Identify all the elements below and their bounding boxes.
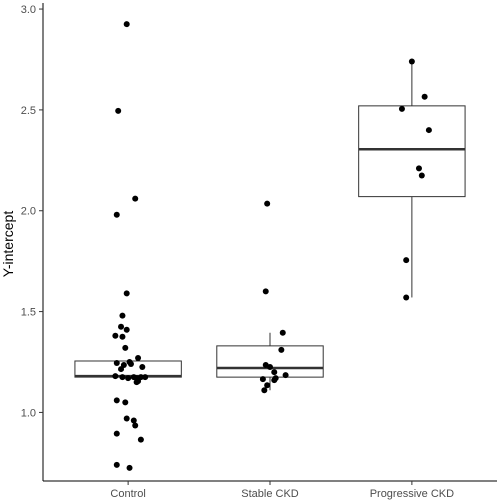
y-tick-label: 1.5 (21, 307, 36, 319)
point-control (119, 333, 126, 340)
point-control (126, 464, 133, 471)
axes-layer: 1.0 1.5 2.0 2.5 3.0 Control Stable CKD Progress… (21, 3, 497, 500)
y-tick-label: 2.5 (21, 105, 36, 117)
point-progressive-ckd (421, 93, 428, 100)
point-control (123, 415, 130, 422)
x-tick-label: Control (110, 488, 145, 500)
point-stable-ckd (267, 364, 273, 371)
y-axis-title: Y-intercept (0, 211, 16, 278)
point-control (113, 397, 120, 404)
point-progressive-ckd (415, 165, 422, 172)
point-control (113, 360, 120, 367)
point-control (122, 344, 129, 351)
point-stable-ckd (262, 288, 269, 295)
point-control (125, 375, 132, 382)
point-progressive-ckd (398, 105, 405, 112)
y-tick-label: 1.0 (21, 407, 36, 419)
point-control (135, 354, 142, 361)
y-tick-label: 2.0 (21, 206, 36, 218)
point-stable-ckd (271, 369, 278, 376)
points-layer (112, 21, 432, 471)
point-stable-ckd (279, 329, 286, 336)
point-control (123, 326, 130, 333)
point-control (115, 107, 122, 114)
point-stable-ckd (264, 382, 271, 389)
point-control (122, 399, 129, 406)
point-control (123, 290, 130, 297)
point-stable-ckd (264, 200, 271, 207)
x-tick-label: Progressive CKD (370, 488, 454, 500)
point-control (123, 21, 130, 28)
point-control (119, 312, 126, 319)
point-progressive-ckd (403, 257, 410, 264)
point-control (118, 366, 125, 373)
point-control (113, 461, 120, 468)
point-control (127, 361, 134, 368)
point-control (133, 379, 140, 386)
x-tick-label: Stable CKD (241, 488, 299, 500)
point-stable-ckd (259, 376, 266, 383)
point-progressive-ckd (418, 172, 425, 179)
point-progressive-ckd (403, 294, 410, 301)
point-control (113, 211, 120, 218)
point-control (132, 422, 139, 429)
point-control (130, 417, 137, 424)
boxes-layer (74, 61, 466, 391)
point-stable-ckd (282, 372, 289, 379)
box-stable-ckd (216, 345, 324, 378)
point-control (112, 373, 119, 380)
point-stable-ckd (271, 377, 278, 384)
point-stable-ckd (261, 387, 268, 394)
point-stable-ckd (278, 346, 285, 353)
point-control (137, 436, 144, 443)
point-progressive-ckd (408, 58, 415, 65)
point-control (112, 332, 119, 339)
point-progressive-ckd (425, 127, 432, 134)
y-tick-label: 3.0 (21, 4, 36, 16)
point-control (139, 364, 146, 371)
point-control (118, 323, 125, 330)
box-progressive-ckd (358, 105, 466, 198)
point-control (142, 374, 149, 381)
point-control (132, 195, 139, 202)
point-control (119, 374, 126, 381)
point-control (113, 430, 120, 437)
